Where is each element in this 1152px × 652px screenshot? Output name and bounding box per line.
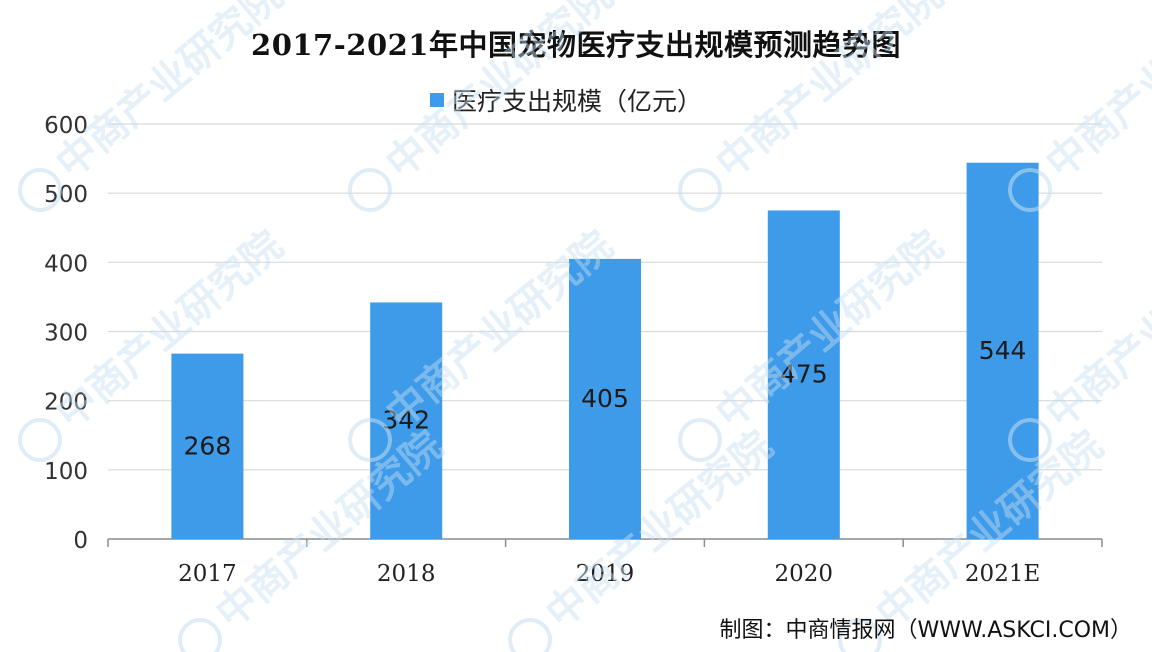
y-tick-label: 600 xyxy=(44,113,88,139)
chart-title: 2017-2021年中国宠物医疗支出规模预测趋势图 xyxy=(251,28,901,62)
legend-label: 医疗支出规模（亿元） xyxy=(452,87,703,116)
y-tick-label: 500 xyxy=(44,182,88,208)
x-tick-label: 2020 xyxy=(775,561,834,587)
bar xyxy=(966,162,1039,539)
x-tick-label: 2017 xyxy=(178,561,237,587)
x-tick-label: 2021E xyxy=(965,561,1040,587)
x-tick-label: 2019 xyxy=(576,561,635,587)
y-tick-label: 100 xyxy=(44,459,88,485)
y-tick-label: 200 xyxy=(44,390,88,416)
data-label: 268 xyxy=(184,431,232,460)
chart-legend: 医疗支出规模（亿元） xyxy=(430,83,702,117)
bar xyxy=(767,210,840,540)
data-label: 405 xyxy=(581,384,629,413)
data-label: 342 xyxy=(382,406,430,435)
bar xyxy=(569,258,641,539)
y-tick-label: 400 xyxy=(44,251,88,277)
legend-swatch xyxy=(430,93,444,107)
chart-source: 制图：中商情报网（WWW.ASKCI.COM） xyxy=(719,618,1132,643)
bar xyxy=(171,353,244,539)
data-label: 544 xyxy=(979,336,1027,365)
data-label: 475 xyxy=(780,360,828,389)
y-tick-label: 300 xyxy=(44,321,88,347)
y-tick-label: 0 xyxy=(73,528,88,554)
x-tick-label: 2018 xyxy=(377,561,436,587)
